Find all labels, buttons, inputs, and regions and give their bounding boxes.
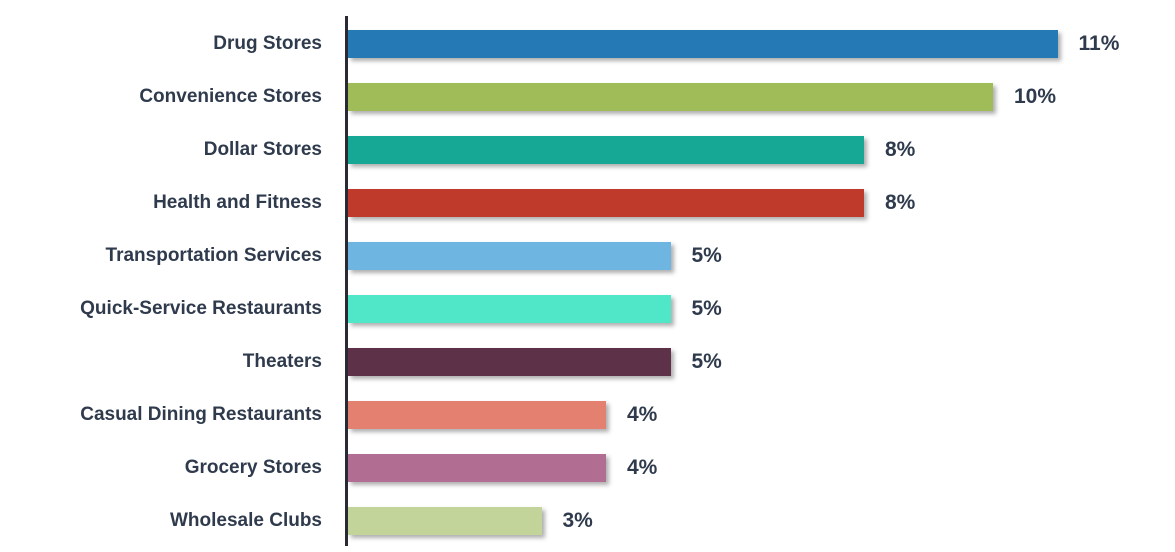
category-label: Dollar Stores [203, 139, 322, 160]
value-label: 8% [885, 191, 916, 214]
category-label: Convenience Stores [139, 86, 322, 107]
value-label: 3% [562, 509, 593, 532]
bar [348, 348, 671, 376]
category-label: Quick-Service Restaurants [80, 298, 322, 319]
value-label: 5% [691, 350, 722, 373]
value-label: 5% [691, 244, 722, 267]
bar [348, 507, 542, 535]
chart-row: Quick-Service Restaurants 5% [0, 295, 1175, 323]
chart-row: Grocery Stores 4% [0, 454, 1175, 482]
bar [348, 454, 606, 482]
y-axis-line [345, 16, 348, 546]
chart-row: Convenience Stores 10% [0, 83, 1175, 111]
chart-row: Casual Dining Restaurants 4% [0, 401, 1175, 429]
bar [348, 242, 671, 270]
chart-row: Wholesale Clubs 3% [0, 507, 1175, 535]
chart-row: Theaters 5% [0, 348, 1175, 376]
bar [348, 136, 864, 164]
value-label: 11% [1078, 32, 1120, 55]
category-label: Health and Fitness [153, 192, 322, 213]
category-label: Casual Dining Restaurants [80, 404, 322, 425]
value-label: 4% [627, 456, 658, 479]
value-label: 5% [691, 297, 722, 320]
bar [348, 30, 1058, 58]
value-label: 8% [885, 138, 916, 161]
category-label: Grocery Stores [184, 457, 322, 478]
category-label: Theaters [242, 351, 322, 372]
chart-row: Drug Stores 11% [0, 30, 1175, 58]
chart-row: Health and Fitness 8% [0, 189, 1175, 217]
value-label: 4% [627, 403, 658, 426]
value-label: 10% [1014, 85, 1057, 108]
category-label: Transportation Services [105, 245, 322, 266]
bar [348, 189, 864, 217]
bar [348, 295, 671, 323]
chart-row: Transportation Services 5% [0, 242, 1175, 270]
category-label: Drug Stores [213, 33, 322, 54]
category-label: Wholesale Clubs [169, 510, 322, 531]
bar [348, 401, 606, 429]
chart-row: Dollar Stores 8% [0, 136, 1175, 164]
bar [348, 83, 993, 111]
